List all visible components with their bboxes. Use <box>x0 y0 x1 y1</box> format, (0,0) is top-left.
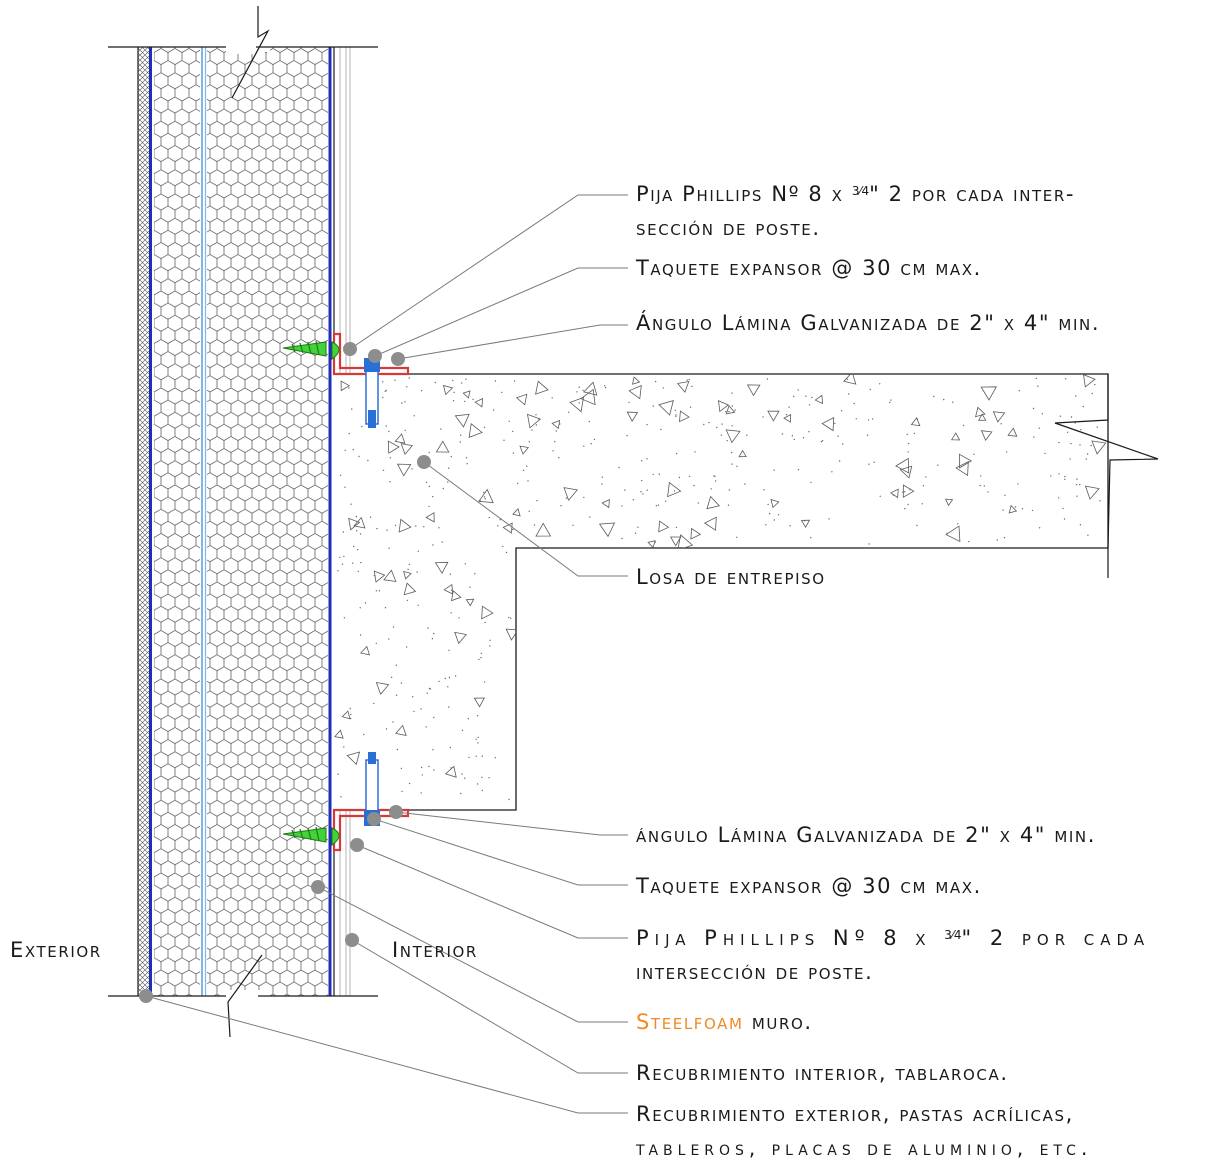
label-pija-top-line2: sección de poste. <box>636 216 821 240</box>
galvanized-angle-bottom <box>332 808 410 852</box>
concrete-slab <box>333 373 1159 811</box>
leader-dots <box>139 342 431 1003</box>
label-pija-bottom-frac: 3⁄4 <box>944 928 962 942</box>
label-angulo-top: Ángulo Lámina Galvanizada de 2" x 4" min… <box>636 311 1101 335</box>
label-pija-top-frac: 3⁄4 <box>851 184 870 198</box>
top-connection <box>282 332 410 428</box>
label-recub-exterior-2: tableros, placas de aluminio, etc. <box>636 1136 1093 1160</box>
label-pija-bottom-b: " 2 por cada <box>961 926 1151 950</box>
wall-break-bottom <box>227 954 263 1038</box>
label-steelfoam-rest: muro. <box>743 1010 813 1034</box>
label-recub-exterior-1: Recubrimiento exterior, pastas acrílicas… <box>636 1102 1074 1126</box>
bottom-connection <box>282 752 410 852</box>
exterior-finish-layer <box>138 47 149 996</box>
label-exterior: Exterior <box>10 938 102 962</box>
wall-break-top <box>231 6 270 99</box>
label-recub-interior: Recubrimiento interior, tablaroca. <box>636 1061 1009 1085</box>
phillips-screw-top <box>282 341 327 357</box>
label-taquete-bottom: Taquete expansor @ 30 cm max. <box>636 874 982 898</box>
label-steelfoam: Steelfoam muro. <box>636 1012 813 1033</box>
foam-core-inner <box>207 47 328 996</box>
label-pija-bottom: Pija Phillips Nº 8 x 3⁄4" 2 por cada <box>636 928 1150 949</box>
galvanized-angle-top <box>332 332 410 376</box>
label-taquete-top: Taquete expansor @ 30 cm max. <box>636 256 982 280</box>
label-interior: Interior <box>392 938 478 962</box>
label-steelfoam-brand: Steelfoam <box>636 1010 744 1034</box>
phillips-screw-bottom <box>282 827 327 843</box>
label-angulo-bottom: ángulo Lámina Galvanizada de 2" x 4" min… <box>636 823 1096 847</box>
leader-lines <box>145 194 628 1114</box>
slab-break <box>1054 374 1159 578</box>
label-pija-bottom-line2: intersección de poste. <box>636 960 874 984</box>
label-pija-top-a: Pija Phillips Nº 8 x <box>636 182 852 206</box>
foam-core-outer <box>154 47 200 996</box>
label-losa: Losa de entrepiso <box>636 565 826 589</box>
label-pija-top-b: " 2 por cada inter- <box>869 182 1076 206</box>
label-pija-top: Pija Phillips Nº 8 x 3⁄4" 2 por cada int… <box>636 184 1075 205</box>
label-pija-bottom-a: Pija Phillips Nº 8 x <box>636 926 945 950</box>
